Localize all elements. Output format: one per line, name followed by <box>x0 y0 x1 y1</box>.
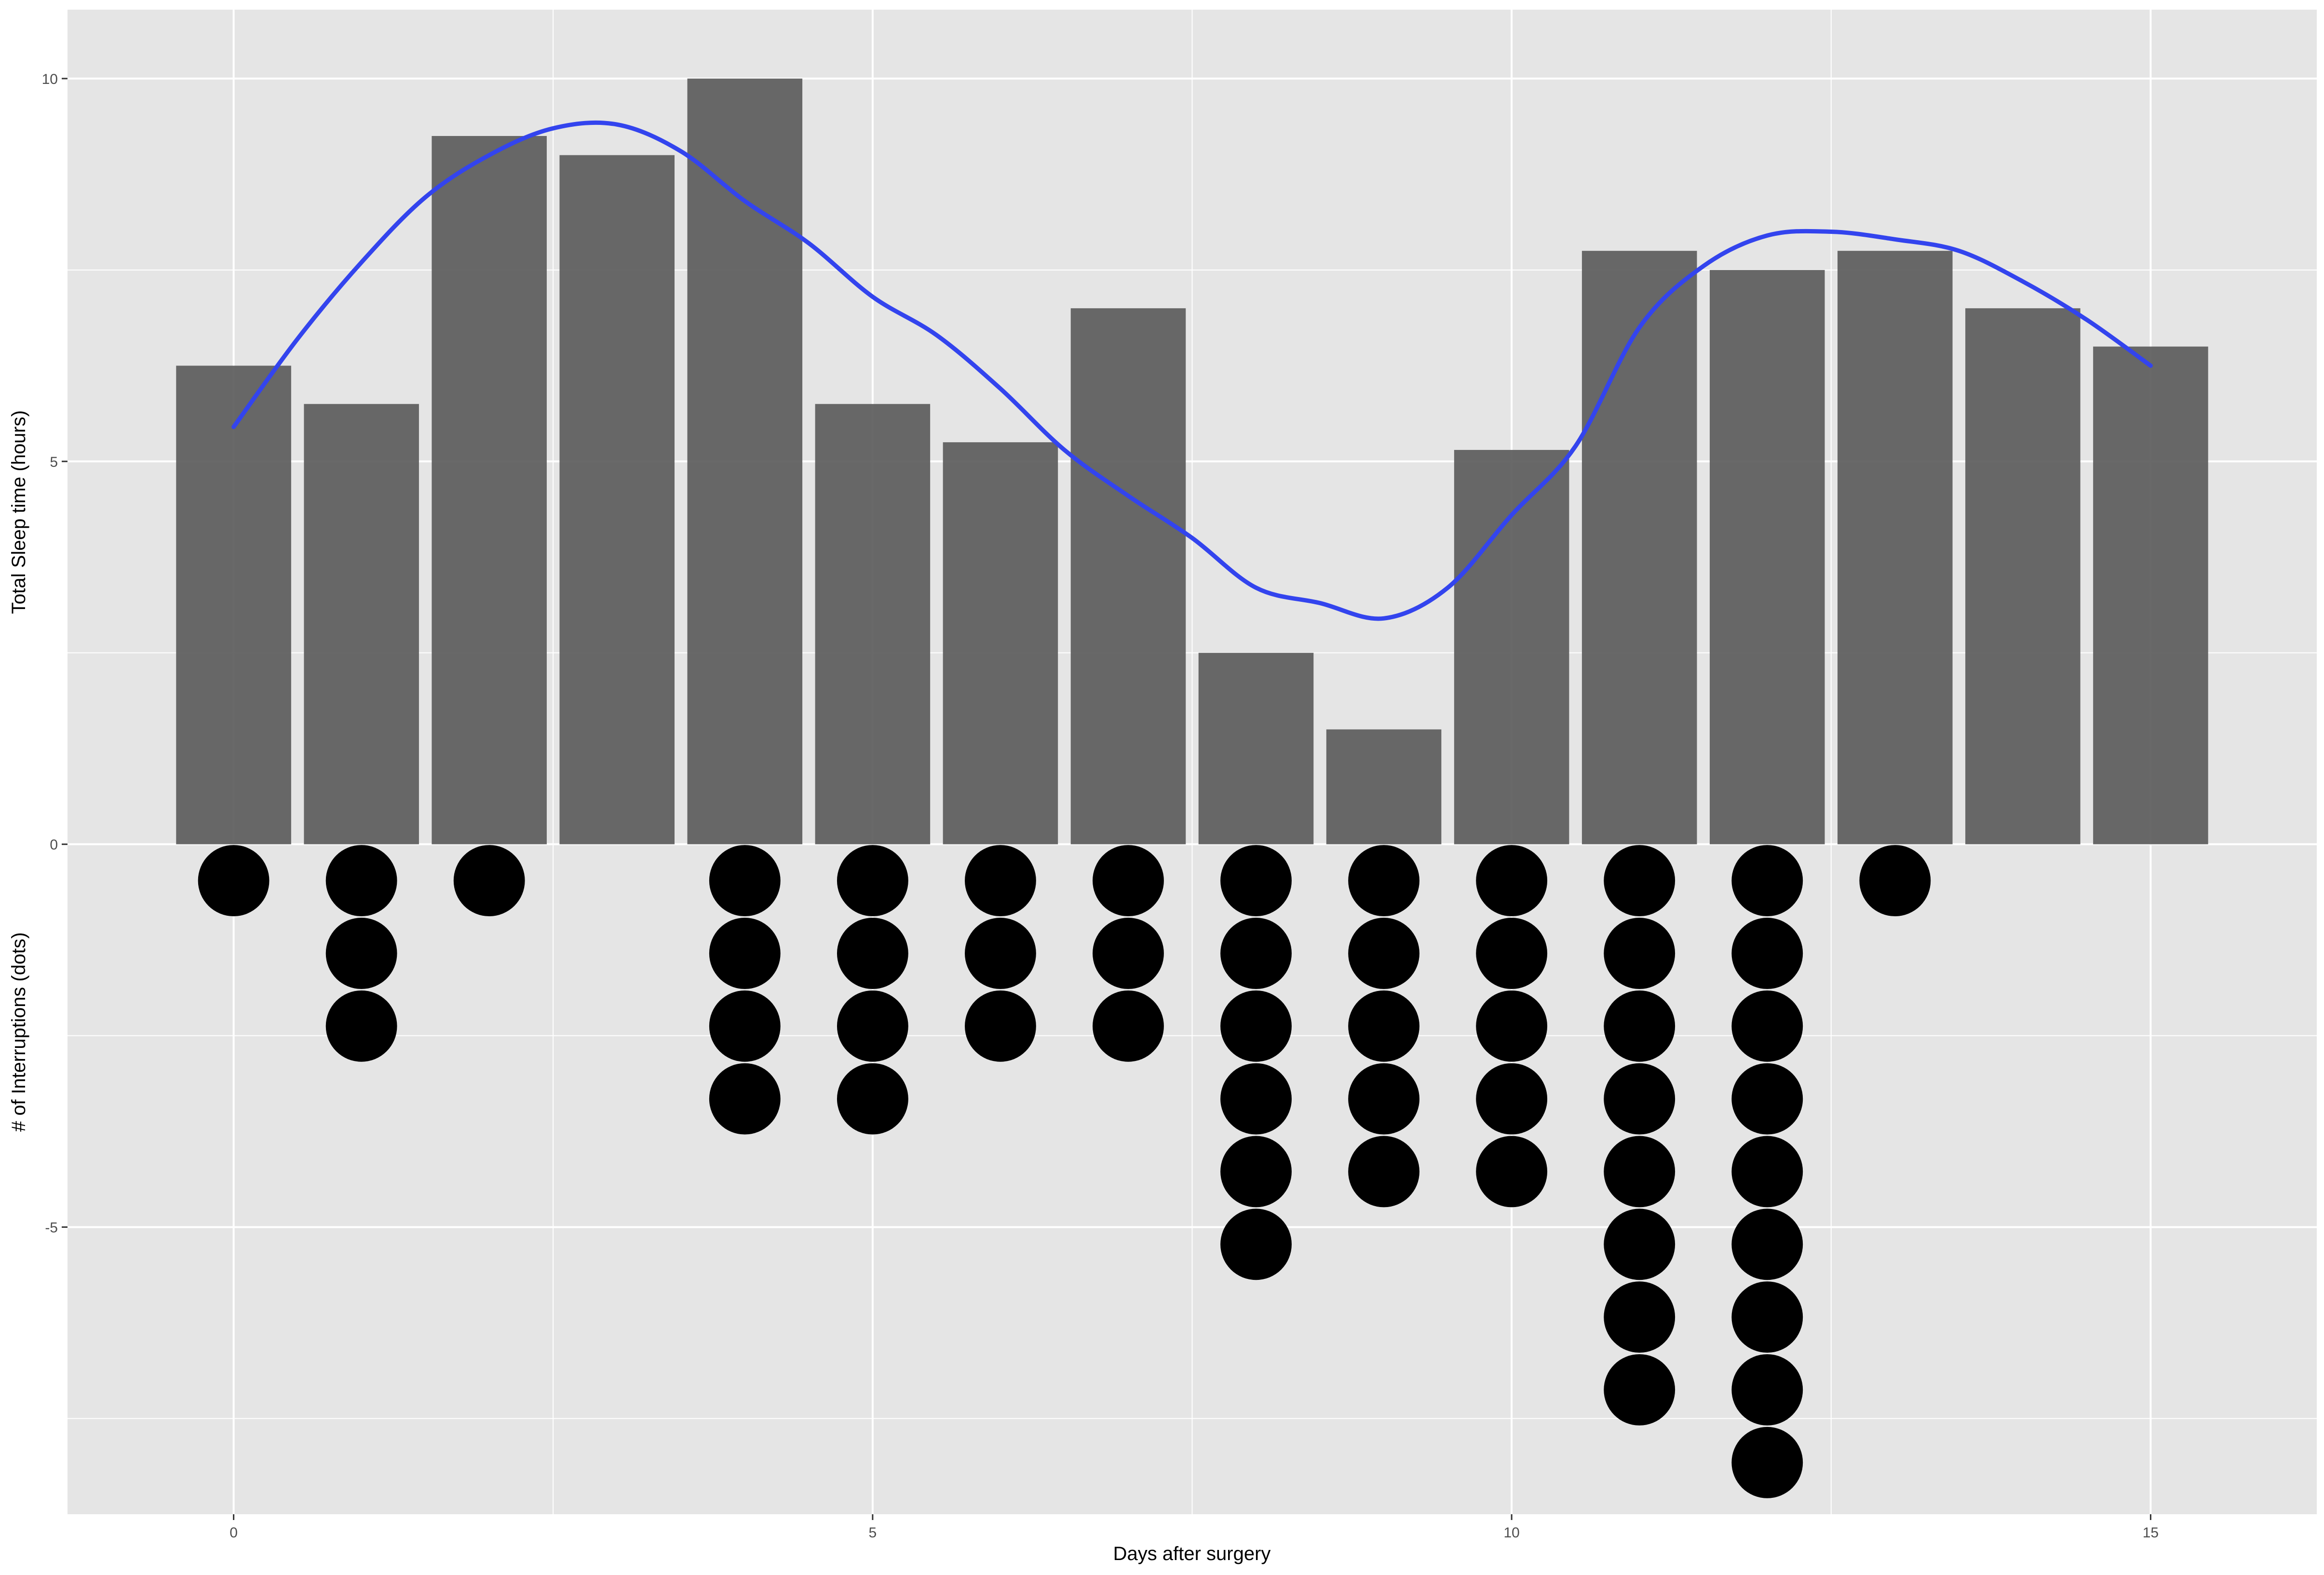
interruption-dot <box>1476 990 1548 1062</box>
interruption-dot <box>965 845 1036 917</box>
y-tick-label: 0 <box>50 837 58 853</box>
interruption-dot <box>1476 845 1548 917</box>
bars-layer <box>176 78 2208 844</box>
sleep-bar <box>304 404 419 844</box>
interruption-dot <box>1220 990 1292 1062</box>
interruption-dot <box>1220 845 1292 917</box>
interruption-dot <box>1731 990 1803 1062</box>
interruption-dot <box>837 1063 908 1135</box>
y-axis-title-bottom: # of Interruptions (dots) <box>8 932 29 1132</box>
interruption-dot <box>1731 1426 1803 1498</box>
interruption-dot <box>709 845 781 917</box>
x-tick-label: 10 <box>1503 1525 1519 1541</box>
sleep-bar <box>1454 449 1569 844</box>
interruption-dot <box>837 918 908 989</box>
interruption-dot <box>1348 918 1419 989</box>
interruption-dot <box>709 990 781 1062</box>
interruption-dot <box>1604 1063 1675 1135</box>
interruption-dot <box>1731 1063 1803 1135</box>
interruption-dot <box>325 845 397 917</box>
x-axis-title: Days after surgery <box>1113 1543 1271 1564</box>
interruption-dot <box>198 845 270 917</box>
interruption-dot <box>1604 1208 1675 1280</box>
interruption-dot <box>1476 918 1548 989</box>
sleep-bar <box>176 366 291 844</box>
interruption-dot <box>1731 1136 1803 1208</box>
interruption-dot <box>1220 1136 1292 1208</box>
interruption-dot <box>837 990 908 1062</box>
interruption-dot <box>1604 1281 1675 1353</box>
interruption-dot <box>1220 918 1292 989</box>
interruption-dot <box>1731 918 1803 989</box>
interruption-dot <box>837 845 908 917</box>
sleep-bar <box>1838 251 1953 844</box>
interruption-dot <box>1476 1063 1548 1135</box>
interruption-dot <box>1348 1136 1419 1208</box>
sleep-bar <box>1070 308 1186 844</box>
interruption-dot <box>1859 845 1931 917</box>
y-tick-label: -5 <box>45 1220 58 1236</box>
sleep-bar <box>1198 652 1314 844</box>
y-axis-title-top: Total Sleep time (hours) <box>8 410 29 614</box>
interruption-dot <box>1604 845 1675 917</box>
interruption-dot <box>709 1063 781 1135</box>
y-tick-label: 5 <box>50 454 58 470</box>
sleep-bar <box>1965 308 2081 844</box>
interruption-dot <box>965 990 1036 1062</box>
interruption-dot <box>325 918 397 989</box>
sleep-bar <box>432 136 547 844</box>
interruption-dot <box>1731 1354 1803 1426</box>
interruption-dot <box>1604 990 1675 1062</box>
interruption-dot <box>709 918 781 989</box>
x-tick-label: 15 <box>2143 1525 2159 1541</box>
interruption-dot <box>325 990 397 1062</box>
sleep-bar <box>1581 251 1697 844</box>
interruption-dot <box>1731 845 1803 917</box>
x-tick-label: 0 <box>230 1525 238 1541</box>
sleep-bar <box>943 442 1058 844</box>
interruption-dot <box>1220 1208 1292 1280</box>
sleep-bar <box>815 404 931 844</box>
interruption-dot <box>1348 1063 1419 1135</box>
sleep-bar <box>1709 270 1825 844</box>
sleep-bar <box>559 155 675 844</box>
interruption-dot <box>1348 990 1419 1062</box>
interruption-dot <box>1731 1281 1803 1353</box>
interruption-dot <box>1093 845 1164 917</box>
interruption-dot <box>1604 918 1675 989</box>
interruption-dot <box>1093 990 1164 1062</box>
y-tick-label: 10 <box>42 71 58 87</box>
interruption-dot <box>1348 845 1419 917</box>
interruption-dot <box>1604 1136 1675 1208</box>
sleep-bar <box>1326 729 1442 844</box>
interruption-dot <box>1604 1354 1675 1426</box>
interruption-dot <box>1476 1136 1548 1208</box>
interruption-dot <box>1093 918 1164 989</box>
x-tick-label: 5 <box>869 1525 877 1541</box>
interruption-dot <box>453 845 525 917</box>
axis-ticks: 0 5 10 15 -5 0 5 10 <box>42 71 2159 1541</box>
smooth-trend-line <box>231 120 2153 621</box>
interruption-dot <box>965 918 1036 989</box>
sleep-bar <box>2093 346 2208 844</box>
sleep-bar <box>687 78 803 844</box>
interruption-dot <box>1731 1208 1803 1280</box>
interruption-dot <box>1220 1063 1292 1135</box>
dots-layer <box>198 845 1931 1498</box>
